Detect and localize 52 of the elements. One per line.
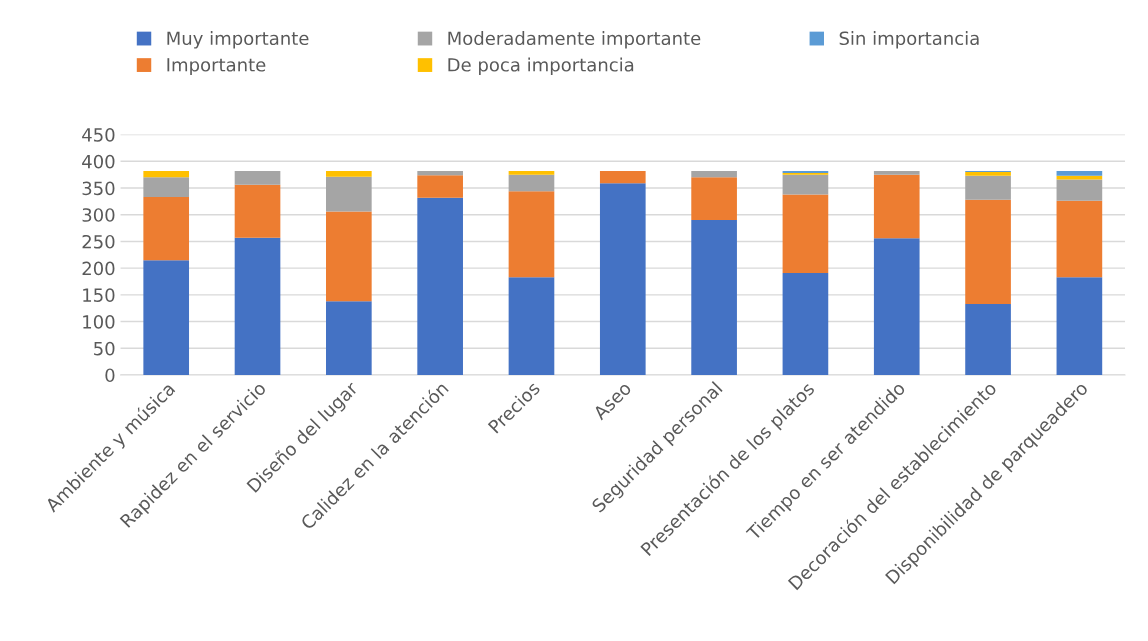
bar (965, 175, 1011, 200)
bar (599, 183, 646, 375)
legend-label: Moderadamente importante (448, 31, 701, 49)
bar (508, 277, 555, 375)
y-tick-label: 100 (83, 315, 115, 329)
bar (1056, 179, 1103, 201)
bar (326, 211, 372, 302)
bar (965, 199, 1011, 304)
y-tick-label: 300 (82, 208, 115, 222)
bar (965, 303, 1011, 375)
y-tick-label: 0 (105, 368, 115, 383)
bar (691, 170, 737, 178)
bar (234, 170, 281, 185)
bar (143, 177, 190, 198)
bar (1056, 170, 1103, 176)
bar (599, 170, 646, 184)
bar (234, 184, 281, 238)
bar (873, 170, 920, 175)
bar (691, 177, 737, 221)
legend-label: Muy importante (167, 31, 309, 49)
bar (143, 170, 190, 178)
bar (508, 170, 555, 175)
bar (417, 197, 463, 375)
bar (417, 170, 463, 176)
legend-label: De poca importancia (448, 57, 634, 76)
bar (417, 175, 463, 198)
bar (873, 238, 920, 375)
bar (326, 176, 372, 212)
y-tick-label: 200 (82, 261, 115, 276)
y-tick-label: 250 (82, 234, 115, 249)
y-tick-label: 150 (83, 288, 115, 302)
bar (873, 174, 920, 239)
bar (326, 170, 372, 177)
y-tick-label: 350 (82, 181, 115, 196)
bar (782, 174, 829, 195)
bar (143, 197, 190, 261)
bar (691, 220, 737, 375)
legend-label: Sin importancia (839, 31, 979, 49)
bar (143, 260, 190, 375)
bar (326, 301, 372, 375)
y-tick-label: 400 (82, 154, 115, 169)
bar (508, 191, 555, 278)
bar (508, 174, 555, 192)
bar (965, 172, 1011, 176)
bar (234, 237, 281, 375)
bar (1056, 200, 1103, 278)
y-tick-label: 450 (82, 128, 115, 142)
y-tick-label: 50 (94, 341, 115, 356)
bar (782, 272, 829, 375)
legend-label: Importante (167, 58, 266, 76)
bar (782, 194, 829, 273)
bar (1056, 277, 1103, 375)
